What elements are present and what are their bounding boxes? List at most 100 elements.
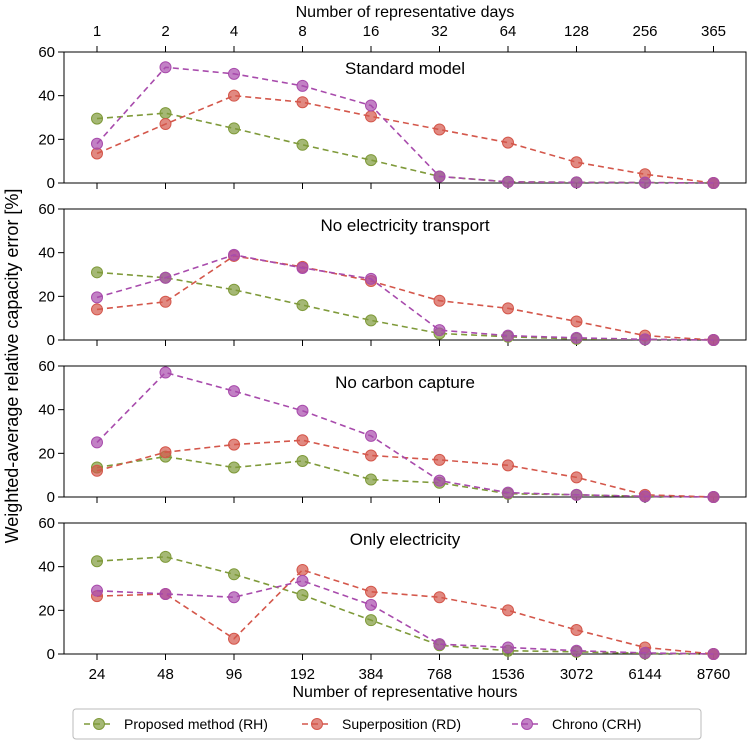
y-tick-label: 40: [38, 559, 55, 576]
panel: 0 20 40 60 No carbon capture: [38, 358, 747, 506]
data-point: [365, 598, 377, 611]
data-point: [433, 453, 446, 466]
data-point: [228, 122, 240, 135]
y-tick-label: 60: [38, 515, 55, 532]
data-point: [365, 429, 377, 442]
data-point: [91, 266, 103, 279]
data-point: [91, 464, 103, 477]
top-tick-label: 64: [500, 23, 517, 40]
data-point: [91, 584, 103, 597]
x-tick-label: 24: [89, 666, 106, 683]
data-point: [159, 271, 172, 284]
data-point: [91, 137, 103, 150]
data-point: [570, 488, 583, 501]
data-point: [570, 644, 583, 657]
data-point: [91, 291, 103, 304]
panel: 0 20 40 60 No electricity transport: [38, 201, 747, 349]
series-line: [96, 556, 714, 655]
data-point: [639, 490, 651, 503]
data-point: [228, 385, 240, 398]
data-point: [228, 632, 240, 645]
y-axis-label: Weighted-average relative capacity error…: [2, 189, 22, 544]
legend-label: Chrono (CRH): [552, 716, 641, 732]
data-point: [365, 154, 377, 167]
x-tick-label: 192: [290, 666, 315, 683]
data-point: [91, 303, 103, 316]
series-line: [96, 255, 714, 341]
y-tick-label: 20: [38, 288, 55, 305]
data-point: [433, 170, 446, 183]
legend-marker: [93, 718, 105, 730]
legend-label: Proposed method (RH): [124, 716, 268, 732]
top-tick-label: 128: [564, 23, 589, 40]
y-tick-label: 0: [47, 489, 55, 506]
data-point: [433, 591, 446, 604]
data-point: [228, 591, 240, 604]
data-point: [502, 486, 514, 499]
data-point: [639, 333, 651, 346]
data-point: [228, 67, 240, 80]
y-tick-label: 60: [38, 44, 55, 61]
top-tick-label: 8: [298, 23, 306, 40]
y-tick-label: 40: [38, 245, 55, 262]
data-point: [365, 99, 377, 112]
data-point: [228, 568, 240, 581]
panel-frame: [63, 522, 747, 655]
data-point: [91, 555, 103, 568]
data-point: [365, 449, 377, 462]
data-point: [502, 641, 514, 654]
data-point: [570, 331, 583, 344]
top-tick-label: 32: [431, 23, 448, 40]
top-tick-label: 4: [230, 23, 238, 40]
data-point: [159, 107, 172, 120]
data-point: [296, 434, 309, 447]
y-tick-label: 20: [38, 445, 55, 462]
data-point: [433, 474, 446, 487]
series-line: [96, 371, 714, 498]
data-point: [296, 79, 309, 92]
data-point: [228, 461, 240, 474]
data-point: [365, 110, 377, 123]
data-point: [365, 585, 377, 598]
data-point: [707, 334, 720, 346]
data-point: [159, 118, 172, 131]
data-point: [296, 299, 309, 312]
series-line: [96, 94, 714, 184]
top-tick-label: 365: [701, 23, 726, 40]
data-point: [365, 473, 377, 486]
x-axis-label: Number of representative hours: [293, 684, 518, 701]
data-point: [296, 138, 309, 151]
data-point: [639, 646, 651, 659]
top-tick-label: 1: [93, 23, 101, 40]
panel-frame: [63, 208, 747, 341]
data-point: [296, 589, 309, 602]
legend-box: [72, 708, 702, 740]
top-tick-label: 2: [161, 23, 169, 40]
data-point: [228, 438, 240, 451]
data-point: [639, 176, 651, 189]
top-tick-label: 16: [363, 23, 380, 40]
data-point: [159, 295, 172, 308]
top-tick-label: 256: [632, 23, 657, 40]
x-tick-label: 3072: [560, 666, 593, 683]
panel-title: No carbon capture: [335, 373, 475, 392]
data-point: [433, 638, 446, 651]
data-point: [365, 614, 377, 627]
data-point: [502, 136, 514, 149]
data-point: [296, 574, 309, 587]
data-point: [707, 491, 720, 503]
data-point: [433, 123, 446, 136]
x-tick-label: 768: [427, 666, 452, 683]
data-point: [159, 61, 172, 74]
data-point: [365, 272, 377, 285]
data-point: [502, 175, 514, 188]
data-point: [502, 302, 514, 315]
data-point: [296, 454, 309, 467]
data-point: [707, 648, 720, 660]
top-axis-label: Number of representative days: [296, 4, 515, 21]
x-tick-label: 1536: [491, 666, 524, 683]
series-line: [96, 254, 714, 341]
data-point: [91, 436, 103, 449]
